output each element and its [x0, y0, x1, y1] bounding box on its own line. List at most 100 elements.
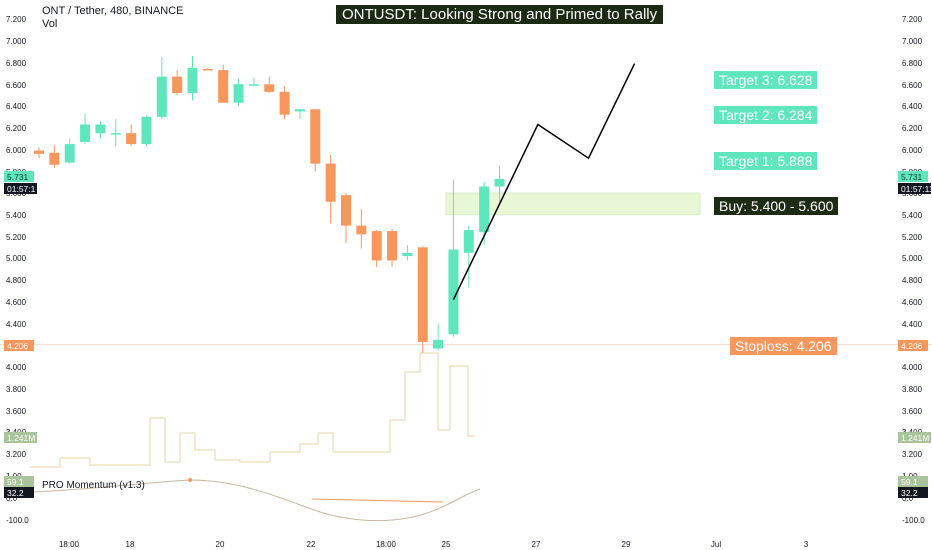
- candle-body: [141, 116, 152, 145]
- momentum-signal: [311, 498, 444, 503]
- candle-body: [371, 231, 382, 261]
- countdown-badge-left: 01:57:1: [7, 184, 36, 194]
- y-tick-right: 6.200: [902, 124, 923, 133]
- target3-label: Target 3: 6.628: [714, 71, 818, 89]
- candle-body: [187, 67, 198, 93]
- candle-body: [202, 69, 213, 71]
- candle-body: [433, 339, 444, 349]
- x-tick: 18:00: [59, 540, 80, 549]
- symbol-header: ONT / Tether, 480, BINANCE: [42, 5, 184, 17]
- candle-body: [172, 76, 183, 93]
- candle-body: [34, 150, 44, 154]
- momentum-lo-badge-right: 32.2: [901, 488, 918, 498]
- candle-body: [264, 84, 275, 92]
- y-tick-left: 6.200: [6, 124, 27, 133]
- y-tick-left: 5.400: [6, 211, 27, 220]
- x-tick: 20: [216, 540, 225, 549]
- y-tick-left: 6.800: [6, 59, 27, 68]
- volume-badge-right: 1.241M: [901, 433, 929, 443]
- candle-body: [341, 195, 351, 226]
- x-tick: 3: [804, 540, 809, 549]
- candle-body: [64, 144, 75, 163]
- y-tick-right: 4.000: [902, 363, 923, 372]
- candle-body: [110, 133, 121, 135]
- candle-body: [448, 249, 459, 335]
- y-tick-left: 7.200: [6, 15, 27, 24]
- candle-body: [356, 225, 367, 235]
- y-tick-left: 5.000: [6, 254, 27, 263]
- candle-body: [479, 186, 490, 233]
- countdown-badge-left-bg: [4, 183, 37, 194]
- chart-title: ONTUSDT: Looking Strong and Primed to Ra…: [336, 5, 664, 24]
- volume-label: Vol: [42, 18, 58, 30]
- price-badge-right: 5.731: [901, 172, 923, 182]
- y-tick-right: 5.000: [902, 254, 923, 263]
- y-tick-left: 6.000: [6, 146, 27, 155]
- candle-body: [126, 133, 137, 145]
- countdown-badge-right-bg: [898, 183, 931, 194]
- candle-body: [325, 163, 336, 202]
- y-tick-left: 3.600: [6, 407, 27, 416]
- y-tick-left: 4.400: [6, 320, 27, 329]
- y-tick-right: 5.400: [902, 211, 923, 220]
- momentum-hi-badge-left: 59.1: [7, 477, 24, 487]
- y-tick-right: 6.800: [902, 59, 923, 68]
- y-tick-right: 5.200: [902, 233, 923, 242]
- candle-body: [294, 109, 305, 112]
- stoploss-badge-right: 4.206: [901, 341, 923, 351]
- y-tick-left: 4.800: [6, 276, 27, 285]
- y-tick-right: 6.600: [902, 81, 923, 90]
- momentum-hi-badge-left-bg: [4, 476, 34, 487]
- y-tick-right: 0.0: [902, 494, 914, 503]
- y-tick-right: 6.400: [902, 102, 923, 111]
- price-badge-right-bg: [898, 171, 928, 182]
- candle-body: [310, 109, 321, 164]
- y-tick-right: -100.0: [902, 516, 925, 525]
- momentum-hi-badge-right: 59.1: [901, 477, 918, 487]
- y-tick-left: 0.0: [6, 494, 18, 503]
- price-badge-left-bg: [4, 171, 34, 182]
- volume-badge-left-bg: [4, 432, 37, 443]
- x-tick: Jul: [711, 540, 721, 549]
- candle-body: [402, 252, 413, 257]
- momentum-hi-badge-right-bg: [898, 476, 928, 487]
- x-tick: 18:00: [376, 540, 397, 549]
- y-tick-left: 6.600: [6, 81, 27, 90]
- y-tick-right: 3.800: [902, 385, 923, 394]
- volume-histogram: [30, 352, 475, 468]
- y-tick-right: 4.400: [902, 320, 923, 329]
- x-tick: 27: [532, 540, 541, 549]
- candle-body: [494, 178, 505, 187]
- momentum-dot: [188, 478, 192, 482]
- y-tick-right: 4.600: [902, 298, 923, 307]
- indicator-label: PRO Momentum (v1.3): [42, 480, 145, 491]
- y-tick-left: 3.800: [6, 385, 27, 394]
- x-tick: 25: [442, 540, 451, 549]
- candle-body: [279, 91, 290, 115]
- y-tick-right: 3.600: [902, 407, 923, 416]
- stoploss-badge-left-bg: [4, 340, 34, 351]
- countdown-badge-right: 01:57:11: [901, 184, 932, 194]
- x-tick: 29: [622, 540, 631, 549]
- candle-body: [156, 76, 167, 117]
- candle-body: [233, 84, 244, 103]
- y-tick-right: 3.200: [902, 450, 923, 459]
- y-tick-left: 4.000: [6, 363, 27, 372]
- price-badge-left: 5.731: [7, 172, 29, 182]
- y-tick-right: 6.000: [902, 146, 923, 155]
- target1-label: Target 1: 5.888: [714, 152, 818, 170]
- momentum-curve: [29, 479, 481, 522]
- y-tick-right: 7.200: [902, 15, 923, 24]
- stoploss-badge-left: 4.206: [7, 341, 29, 351]
- y-tick-left: 6.400: [6, 102, 27, 111]
- momentum-lo-badge-left-bg: [4, 487, 34, 498]
- buy-zone: [445, 192, 701, 216]
- x-tick: 18: [126, 540, 135, 549]
- volume-badge-left: 1.241M: [7, 433, 35, 443]
- y-tick-right: 4.800: [902, 276, 923, 285]
- momentum-lo-badge-right-bg: [898, 487, 928, 498]
- volume-badge-right-bg: [898, 432, 931, 443]
- stoploss-badge-right-bg: [898, 340, 928, 351]
- candle-body: [387, 231, 398, 261]
